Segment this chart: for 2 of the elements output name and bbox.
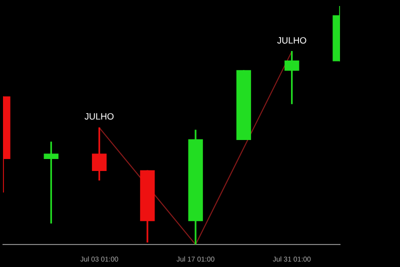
annotation: JULHO bbox=[84, 112, 114, 122]
annotation: JULHO bbox=[277, 35, 307, 46]
